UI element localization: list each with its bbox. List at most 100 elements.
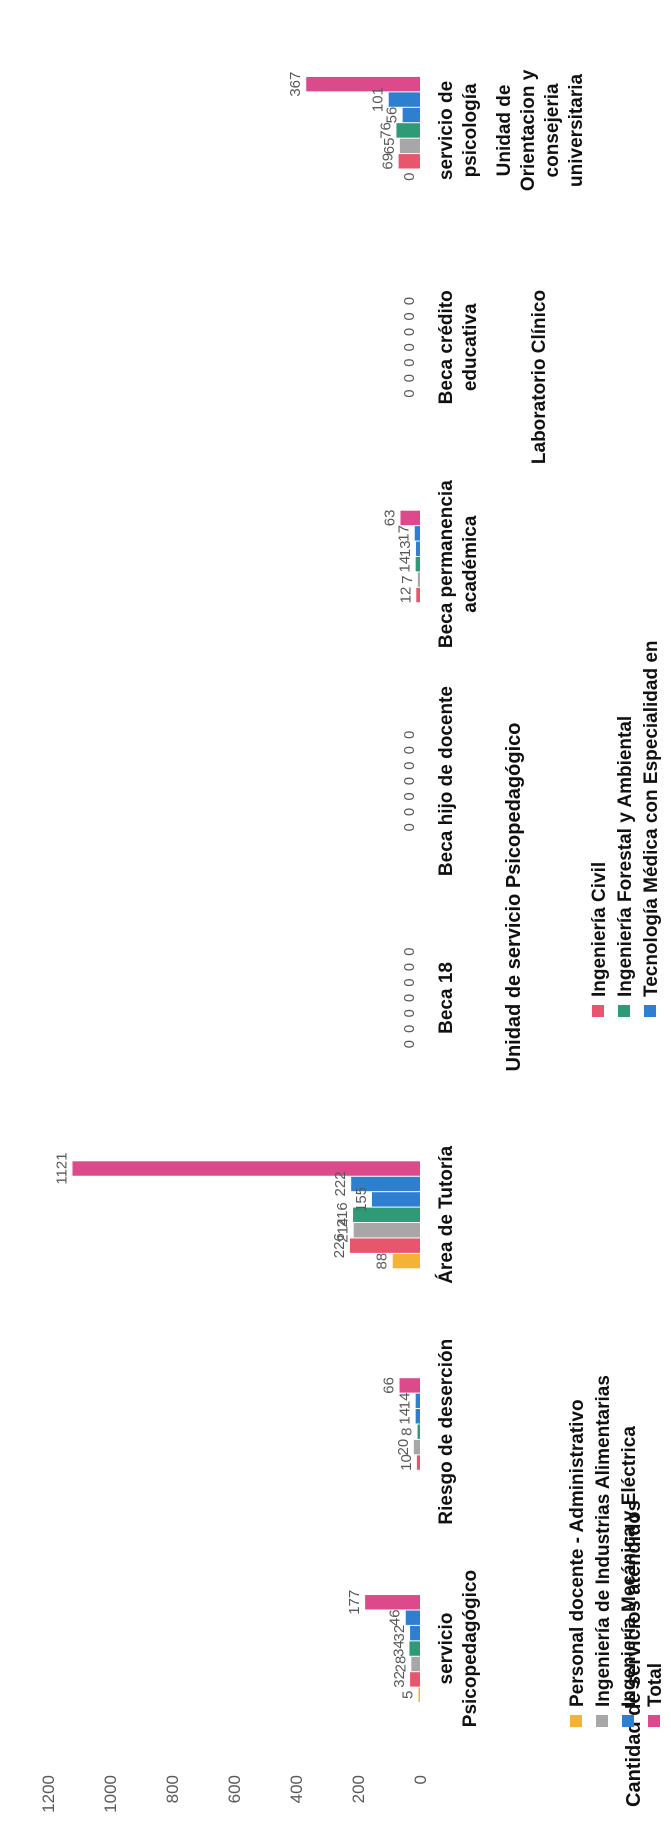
legend-swatch	[570, 1715, 582, 1727]
bar	[416, 587, 420, 603]
data-label: 88	[374, 1253, 391, 1270]
data-label: 0	[401, 777, 418, 785]
category-label-extra: Laboratorio Clínico	[529, 290, 550, 464]
data-label: 14	[397, 1392, 414, 1409]
data-label: 155	[353, 1187, 370, 1212]
data-label: 0	[401, 823, 418, 831]
bar	[417, 572, 420, 587]
bar	[415, 556, 421, 572]
bar	[402, 107, 421, 123]
category-label-extra: consejeria	[542, 83, 563, 177]
category-label: Beca 18	[436, 962, 457, 1034]
data-label: 177	[346, 1590, 363, 1615]
category-label: Psicopedagógico	[460, 1570, 481, 1727]
data-label: 66	[381, 1377, 398, 1394]
data-label: 0	[401, 374, 418, 382]
data-label: 0	[401, 761, 418, 769]
bar	[371, 1192, 421, 1207]
data-label: 226	[331, 1233, 348, 1258]
category-label-extra: Orientacion y	[518, 69, 539, 191]
category-label: servicio	[436, 1613, 457, 1685]
data-label: 0	[401, 359, 418, 367]
data-label: 0	[401, 963, 418, 971]
data-labels: 5322834324617710208141466882262142161552…	[53, 72, 418, 1699]
bar	[413, 1439, 420, 1455]
data-label: 14	[397, 1408, 414, 1425]
bar	[415, 1409, 421, 1424]
data-label: 56	[384, 107, 401, 124]
bar	[400, 510, 421, 526]
legend-label: Total	[645, 1663, 666, 1707]
legend-swatch	[618, 1005, 630, 1017]
category-label: académica	[460, 515, 481, 613]
bar	[415, 1393, 421, 1409]
data-label: 0	[401, 792, 418, 800]
data-label: 32	[391, 1625, 408, 1642]
data-label: 0	[401, 746, 418, 754]
category-label: psicología	[460, 83, 481, 177]
legend-swatch	[622, 1715, 634, 1727]
data-label: 65	[381, 138, 398, 155]
data-label: 0	[401, 389, 418, 397]
data-label: 0	[401, 947, 418, 955]
legend-swatch	[648, 1715, 660, 1727]
y-tick-label: 600	[225, 1775, 244, 1803]
bar	[411, 1656, 421, 1672]
y-axis-ticks: 0 200 400 600 800 1000 1200	[39, 1775, 430, 1813]
data-label: 0	[401, 978, 418, 986]
bar	[410, 1672, 420, 1687]
data-label: 216	[334, 1202, 351, 1227]
bar	[353, 1207, 421, 1223]
bar	[306, 76, 421, 92]
data-label: 0	[401, 297, 418, 305]
data-label: 20	[395, 1439, 412, 1456]
category-label: Riesgo de deserción	[436, 1339, 457, 1525]
legend-swatch	[592, 1005, 604, 1017]
data-label: 0	[401, 994, 418, 1002]
legend-label: Tecnología Médica con Especialidad en	[641, 640, 662, 997]
data-label: 8	[399, 1428, 416, 1436]
data-label: 0	[401, 1040, 418, 1048]
bar	[398, 154, 420, 169]
bar	[415, 541, 421, 556]
data-label: 5	[399, 1691, 416, 1699]
y-tick-label: 400	[287, 1775, 306, 1803]
data-label: 0	[401, 312, 418, 320]
data-label: 13	[397, 540, 414, 557]
bar	[417, 1424, 420, 1439]
data-label: 0	[401, 173, 418, 181]
bar	[418, 1687, 421, 1703]
category-label-extra: Unidad de	[494, 85, 515, 177]
category-label: servicio de	[436, 81, 457, 180]
data-label: 0	[401, 1009, 418, 1017]
y-tick-label: 0	[411, 1775, 430, 1784]
bar	[353, 1223, 420, 1238]
y-tick-label: 1200	[39, 1775, 58, 1813]
category-label: Área de Tutoría	[435, 1145, 457, 1283]
data-label: 10	[398, 1454, 415, 1471]
bar	[414, 526, 421, 541]
data-label: 7	[399, 575, 416, 583]
category-labels: servicio Psicopedagógico Riesgo de deserci…	[435, 69, 587, 1727]
data-label: 32	[391, 1671, 408, 1688]
data-label: 69	[380, 153, 397, 170]
bar	[405, 1610, 420, 1625]
y-axis-title: Cantidad de servicios atendidos	[623, 1500, 645, 1807]
data-label: 12	[397, 587, 414, 604]
category-label: Beca crédito	[436, 290, 457, 404]
data-label: 0	[401, 731, 418, 739]
bar	[388, 92, 421, 107]
data-label: 214	[335, 1218, 352, 1243]
legend-label: Ingeniería Civil	[589, 862, 610, 997]
bar	[351, 1176, 420, 1192]
data-label: 0	[401, 343, 418, 351]
data-label: 1121	[53, 1152, 70, 1184]
bar	[399, 1378, 421, 1393]
bar	[349, 1238, 420, 1253]
bar	[399, 138, 421, 154]
chart-bars	[72, 76, 421, 1703]
data-label: 17	[396, 525, 413, 542]
bar	[365, 1595, 421, 1610]
y-tick-label: 800	[163, 1775, 182, 1803]
